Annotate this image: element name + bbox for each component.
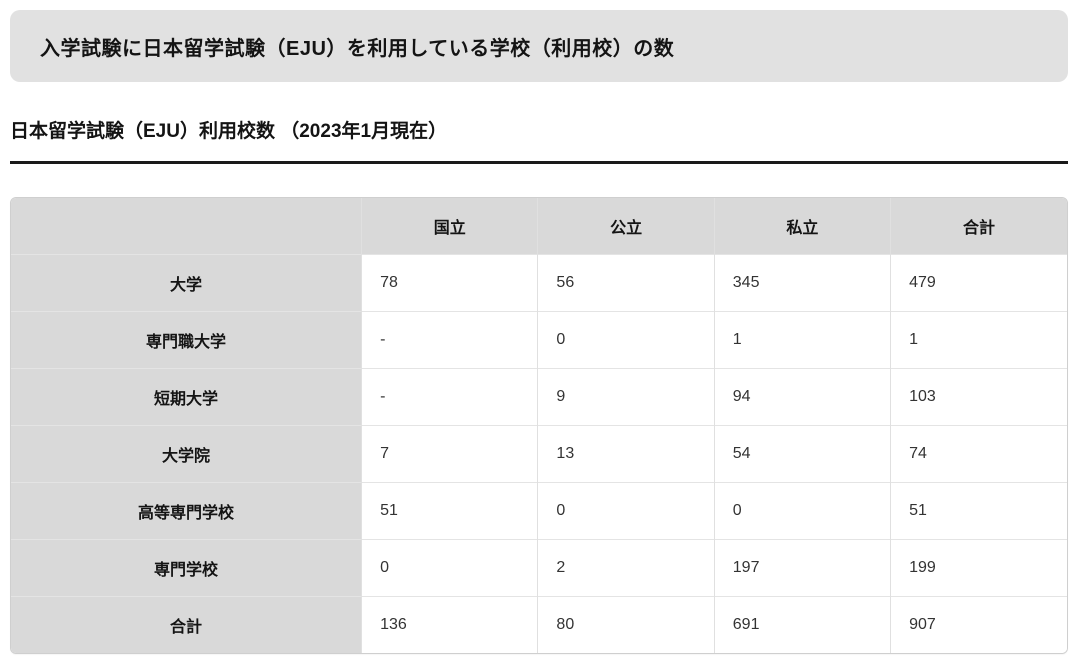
value-cell: 2: [537, 538, 715, 596]
value-cell: 907: [890, 595, 1067, 653]
value-cell: 479: [890, 253, 1067, 311]
table-header-row: 国立 公立 私立 合計: [11, 198, 1067, 254]
value-cell: 136: [361, 595, 538, 653]
column-header-blank: [11, 198, 362, 254]
value-cell: 691: [713, 595, 891, 653]
eju-usage-table-wrapper: 国立 公立 私立 合計 大学 78 56 345 479 専: [10, 197, 1068, 654]
value-cell: 9: [537, 367, 715, 425]
value-cell: -: [361, 310, 538, 368]
value-cell: 0: [537, 481, 715, 539]
value-cell: 103: [890, 367, 1067, 425]
table-row-university: 大学 78 56 345 479: [11, 253, 1067, 311]
column-header-private: 私立: [713, 198, 891, 254]
value-cell: -: [361, 367, 538, 425]
table-row-junior-college: 短期大学 - 9 94 103: [11, 367, 1067, 425]
table-row-total: 合計 136 80 691 907: [11, 595, 1067, 653]
value-cell: 94: [713, 367, 891, 425]
row-label-cell: 専門職大学: [11, 310, 362, 368]
value-cell: 345: [713, 253, 891, 311]
row-label-cell: 大学院: [11, 424, 362, 482]
value-cell: 51: [890, 481, 1067, 539]
row-label-cell: 合計: [11, 595, 362, 653]
column-header-total: 合計: [890, 198, 1067, 254]
eju-usage-table: 国立 公立 私立 合計 大学 78 56 345 479 専: [11, 198, 1067, 653]
value-cell: 13: [537, 424, 715, 482]
value-cell: 78: [361, 253, 538, 311]
value-cell: 199: [890, 538, 1067, 596]
content-area: 入学試験に日本留学試験（EJU）を利用している学校（利用校）の数 日本留学試験（…: [10, 0, 1068, 654]
table-row-professional-university: 専門職大学 - 0 1 1: [11, 310, 1067, 368]
section-subtitle: 日本留学試験（EJU）利用校数 （2023年1月現在）: [10, 121, 448, 142]
value-cell: 56: [537, 253, 715, 311]
title-banner: 入学試験に日本留学試験（EJU）を利用している学校（利用校）の数: [10, 10, 1068, 82]
page-title: 入学試験に日本留学試験（EJU）を利用している学校（利用校）の数: [40, 37, 675, 60]
value-cell: 80: [537, 595, 715, 653]
table-row-vocational-school: 専門学校 0 2 197 199: [11, 538, 1067, 596]
table-row-college-of-technology: 高等専門学校 51 0 0 51: [11, 481, 1067, 539]
row-label-cell: 短期大学: [11, 367, 362, 425]
row-label-cell: 大学: [11, 253, 362, 311]
value-cell: 0: [537, 310, 715, 368]
value-cell: 0: [713, 481, 891, 539]
column-header-public: 公立: [537, 198, 715, 254]
value-cell: 7: [361, 424, 538, 482]
table-row-graduate-school: 大学院 7 13 54 74: [11, 424, 1067, 482]
row-label-cell: 高等専門学校: [11, 481, 362, 539]
value-cell: 1: [890, 310, 1067, 368]
value-cell: 54: [713, 424, 891, 482]
value-cell: 1: [713, 310, 891, 368]
divider-rule: [10, 161, 1068, 164]
column-header-national: 国立: [361, 198, 538, 254]
row-label-cell: 専門学校: [11, 538, 362, 596]
value-cell: 51: [361, 481, 538, 539]
value-cell: 74: [890, 424, 1067, 482]
value-cell: 0: [361, 538, 538, 596]
value-cell: 197: [713, 538, 891, 596]
